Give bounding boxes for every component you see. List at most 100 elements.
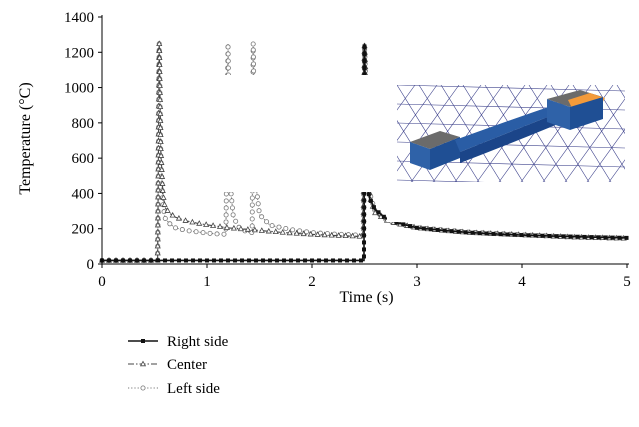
mesh-line	[418, 84, 480, 183]
inset-mask	[625, 75, 639, 192]
y-tick-label: 400	[72, 186, 95, 202]
right-block-side	[547, 99, 570, 130]
beam-top	[455, 103, 570, 152]
data-point	[582, 234, 587, 239]
data-point	[191, 258, 195, 263]
data-point	[156, 47, 163, 54]
data-point	[362, 205, 367, 210]
data-point	[624, 235, 629, 240]
data-point	[154, 242, 161, 249]
data-point	[249, 202, 255, 208]
data-point	[158, 166, 165, 172]
inset-mask	[387, 45, 635, 85]
data-point	[255, 201, 261, 207]
data-point	[249, 216, 255, 222]
data-point	[265, 227, 272, 234]
data-point	[229, 205, 235, 211]
data-point	[250, 54, 256, 60]
legend-label: Right side	[167, 334, 229, 350]
data-point	[219, 258, 223, 263]
data-point	[193, 229, 199, 235]
data-point	[114, 258, 118, 263]
data-point	[154, 214, 162, 221]
data-point	[189, 218, 196, 225]
data-point	[157, 124, 164, 130]
data-point	[155, 186, 162, 193]
data-point	[155, 172, 162, 179]
data-point	[272, 228, 279, 235]
data-point	[237, 225, 244, 232]
data-point	[157, 138, 164, 144]
data-point	[169, 211, 176, 218]
data-point	[261, 258, 265, 263]
data-point	[156, 96, 164, 102]
data-point	[268, 258, 272, 263]
legend: Right side Center Left side	[128, 334, 229, 397]
data-point	[223, 205, 229, 211]
data-point	[225, 58, 231, 64]
data-point	[335, 232, 342, 238]
beam-side	[460, 108, 570, 163]
data-point	[203, 221, 210, 227]
data-point	[256, 208, 262, 214]
data-point	[317, 258, 321, 263]
data-point	[240, 258, 244, 263]
data-point	[470, 230, 475, 235]
data-point	[157, 103, 164, 109]
data-point	[249, 223, 255, 229]
data-point	[314, 231, 321, 237]
data-point	[349, 232, 356, 239]
data-point	[512, 232, 517, 237]
data-point	[276, 224, 282, 230]
y-axis-title: Temperature (°C)	[17, 82, 34, 194]
data-point	[362, 198, 367, 203]
data-point	[225, 51, 231, 57]
data-point	[223, 198, 229, 204]
legend-item-left-side: Left side	[128, 381, 220, 397]
data-point	[128, 258, 132, 263]
data-point	[575, 234, 580, 239]
mesh-line	[440, 84, 502, 183]
data-point	[477, 231, 482, 236]
y-tick-label: 1000	[64, 81, 94, 97]
y-tick-label: 1200	[64, 45, 94, 61]
data-point	[338, 258, 342, 263]
data-point	[296, 258, 300, 263]
data-point	[157, 117, 164, 123]
data-point	[154, 207, 162, 214]
data-point	[233, 258, 237, 263]
data-point	[362, 191, 367, 196]
mesh-line	[396, 84, 458, 183]
data-point	[362, 59, 367, 64]
axes-layer	[98, 15, 629, 268]
data-point	[226, 258, 230, 263]
data-point	[179, 227, 185, 233]
data-point	[362, 240, 367, 245]
data-point	[362, 66, 367, 71]
data-point	[249, 209, 255, 215]
data-point	[182, 217, 189, 223]
data-point	[264, 219, 270, 225]
data-point	[376, 210, 381, 215]
data-point	[356, 233, 363, 239]
mesh-line	[432, 84, 504, 183]
data-point	[164, 207, 171, 213]
data-point	[154, 249, 161, 256]
data-point	[149, 258, 153, 263]
data-point	[156, 89, 164, 95]
data-point	[157, 145, 164, 151]
data-point	[297, 228, 303, 234]
data-point	[156, 68, 163, 74]
data-point	[283, 226, 289, 232]
data-point	[372, 209, 379, 216]
legend-item-right-side: Right side	[128, 334, 229, 350]
x-tick-label: 0	[98, 274, 106, 290]
data-point	[251, 68, 257, 74]
data-point	[154, 228, 161, 235]
data-point	[221, 231, 227, 237]
data-point	[250, 47, 256, 53]
y-tick-label: 0	[87, 257, 95, 273]
data-point	[491, 231, 496, 236]
data-point	[163, 258, 167, 263]
